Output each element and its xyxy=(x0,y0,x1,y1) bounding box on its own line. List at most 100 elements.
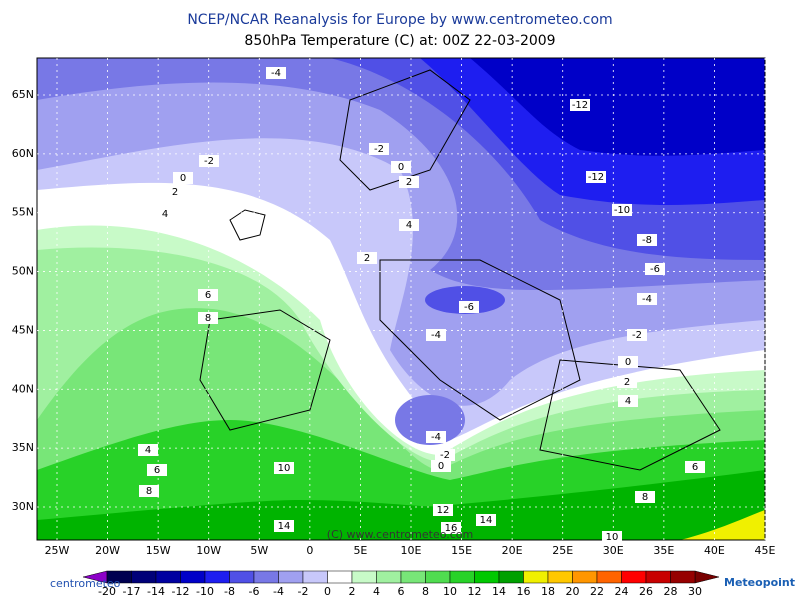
contour-label-bg xyxy=(147,464,167,476)
colorbar-box xyxy=(449,570,475,584)
colorbar: -20 -17 -14 -12 -10 -8 -6 -4 -2 0 2 4 6 8 10 12 14 16 18 20… xyxy=(82,570,720,598)
contour-label-bg xyxy=(274,462,294,474)
contour-label: 10 xyxy=(278,463,291,474)
lon-label: 25E xyxy=(552,544,573,557)
lon-label: 5E xyxy=(353,544,367,557)
colorbar-label: 2 xyxy=(349,585,356,598)
contour-label-bg xyxy=(274,520,294,532)
colorbar-over xyxy=(694,570,720,584)
contour-label: 2 xyxy=(624,377,630,388)
colorbar-box xyxy=(621,570,647,584)
colorbar-box xyxy=(351,570,377,584)
colorbar-box xyxy=(425,570,451,584)
band xyxy=(680,510,765,540)
lon-label: 20E xyxy=(502,544,523,557)
colorbar-label: -14 xyxy=(147,585,165,598)
contour-label-bg xyxy=(173,172,193,184)
contour-label-bg xyxy=(618,356,638,368)
contour-label: 0 xyxy=(625,357,631,368)
lon-label: 25W xyxy=(45,544,70,557)
contour-label-bg xyxy=(155,208,175,220)
contour-label: 4 xyxy=(162,209,168,220)
colorbar-label: -8 xyxy=(224,585,235,598)
contour-label-bg xyxy=(612,204,632,216)
contour-label: 2 xyxy=(172,187,178,198)
lon-label: 10W xyxy=(196,544,221,557)
subtitle: 850hPa Temperature (C) at: 00Z 22-03-200… xyxy=(244,33,555,49)
contour-label: 0 xyxy=(180,173,186,184)
colorbar-box xyxy=(376,570,402,584)
colorbar-label: -17 xyxy=(123,585,141,598)
colorbar-label: 10 xyxy=(443,585,457,598)
contour-label-bg xyxy=(399,219,419,231)
colorbar-label: -4 xyxy=(273,585,284,598)
contour-label-bg xyxy=(441,522,461,534)
contour-label: -4 xyxy=(431,330,441,341)
title: NCEP/NCAR Reanalysis for Europe by www.c… xyxy=(187,12,612,28)
lat-label: 45N xyxy=(12,323,34,336)
contour-label: -4 xyxy=(431,432,441,443)
colorbar-label: 18 xyxy=(541,585,555,598)
colorbar-box xyxy=(523,570,549,584)
colorbar-label: -10 xyxy=(196,585,214,598)
contour-label-bg xyxy=(198,289,218,301)
colorbar-box xyxy=(474,570,500,584)
lon-label: 35E xyxy=(653,544,674,557)
coastline xyxy=(199,69,721,471)
lon-label: 20W xyxy=(95,544,120,557)
contour-label-bg xyxy=(617,376,637,388)
contour-label: -12 xyxy=(572,100,588,111)
contour-label: 14 xyxy=(480,515,493,526)
contour-label: 6 xyxy=(692,462,698,473)
contour-label: -2 xyxy=(440,450,450,461)
contour-label: 16 xyxy=(445,523,458,534)
contour-label-bg xyxy=(635,491,655,503)
contour-label-bg xyxy=(369,143,389,155)
contour-label: 4 xyxy=(145,445,151,456)
contour-label-bg xyxy=(618,395,638,407)
lat-label: 30N xyxy=(12,500,34,513)
colorbar-box xyxy=(670,570,696,584)
contour-label-bg xyxy=(435,449,455,461)
colorbar-box xyxy=(327,570,353,584)
contour-label-bg xyxy=(391,161,411,173)
contour-label: 12 xyxy=(437,505,450,516)
colorbar-box xyxy=(498,570,524,584)
colorbar-label: 14 xyxy=(492,585,506,598)
contour-label-bg xyxy=(426,329,446,341)
contour-label-bg xyxy=(198,312,218,324)
contour-label: 4 xyxy=(625,396,631,407)
colorbar-label: 20 xyxy=(566,585,580,598)
contour-label: -4 xyxy=(271,68,281,79)
contour-label-bg xyxy=(139,485,159,497)
contour-label: -10 xyxy=(614,205,630,216)
contour-label-bg xyxy=(266,67,286,79)
colorbar-box xyxy=(229,570,255,584)
contour-label-bg xyxy=(399,176,419,188)
contour-label-bg xyxy=(637,234,657,246)
contour-label-bg xyxy=(476,514,496,526)
colorbar-box xyxy=(278,570,304,584)
lon-label: 15W xyxy=(146,544,171,557)
copyright: (C) www.centrometeo.com xyxy=(327,528,473,541)
band xyxy=(470,58,765,156)
contour-label: 10 xyxy=(606,532,619,543)
contour-label-bg xyxy=(433,504,453,516)
lon-label: 40E xyxy=(704,544,725,557)
contour-label: -12 xyxy=(588,172,604,183)
colorbar-box xyxy=(302,570,328,584)
colorbar-label: 6 xyxy=(398,585,405,598)
colorbar-box xyxy=(180,570,206,584)
contour-label: 8 xyxy=(642,492,648,503)
colorbar-box xyxy=(131,570,157,584)
colorbar-box xyxy=(155,570,181,584)
contour-label-bg xyxy=(165,186,185,198)
colorbar-label: 28 xyxy=(664,585,678,598)
colorbar-box xyxy=(400,570,426,584)
colorbar-box xyxy=(572,570,598,584)
contour-label: 8 xyxy=(205,313,211,324)
colorbar-label: -6 xyxy=(249,585,260,598)
lon-label: 10E xyxy=(401,544,422,557)
